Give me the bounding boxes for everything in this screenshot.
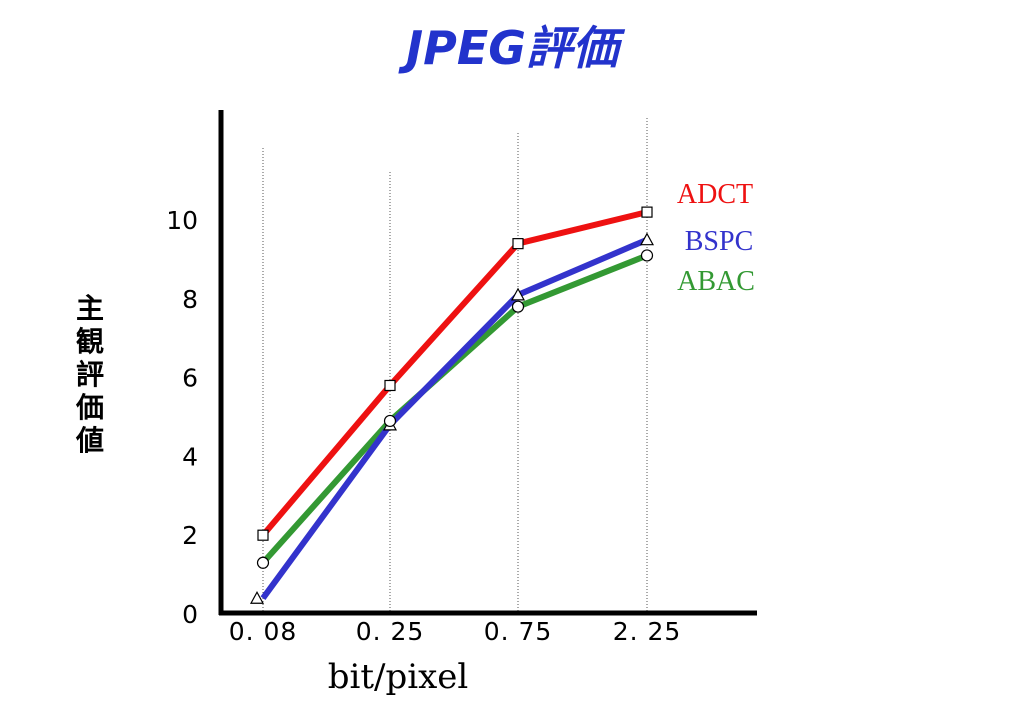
chart-title: JPEG評価 bbox=[398, 21, 626, 75]
data-point-bspc bbox=[510, 287, 526, 301]
x-tick-label: 0. 25 bbox=[356, 617, 425, 646]
x-tick-label: 0. 75 bbox=[484, 617, 553, 646]
series-markers bbox=[249, 206, 655, 604]
y-axis-label: 主観評価値 bbox=[75, 292, 104, 457]
x-tick-label: 0. 08 bbox=[229, 617, 298, 646]
data-point-bspc bbox=[639, 232, 655, 246]
y-tick-label: 10 bbox=[166, 206, 198, 235]
data-point-adct bbox=[257, 529, 269, 541]
data-point-abac bbox=[640, 249, 654, 262]
grid-lines bbox=[262, 118, 648, 611]
data-point-abac bbox=[383, 414, 397, 428]
legend-label-adct: ADCT bbox=[677, 179, 753, 210]
series-lines bbox=[260, 209, 649, 600]
legend-label-bspc: BSPC bbox=[685, 226, 754, 257]
data-point-abac bbox=[511, 300, 525, 313]
y-tick-label: 6 bbox=[182, 364, 198, 393]
x-axis-label: bit/pixel bbox=[328, 657, 469, 697]
y-tick-label: 2 bbox=[182, 521, 198, 550]
y-tick-label: 4 bbox=[182, 442, 198, 471]
data-point-adct bbox=[641, 206, 653, 218]
x-tick-label: 2. 25 bbox=[613, 617, 682, 646]
data-point-abac bbox=[256, 556, 270, 569]
y-tick-label: 0 bbox=[182, 600, 198, 629]
legend-label-abac: ABAC bbox=[677, 266, 755, 297]
data-point-bspc bbox=[249, 590, 265, 604]
data-point-adct bbox=[512, 238, 524, 250]
legend: ADCT BSPC ABAC bbox=[677, 179, 755, 297]
series-line-bspc bbox=[260, 236, 649, 600]
y-tick-labels: 0 2 4 6 8 10 bbox=[166, 206, 198, 629]
x-tick-labels: 0. 08 0. 25 0. 75 2. 25 bbox=[229, 617, 682, 646]
series-line-adct bbox=[260, 209, 648, 538]
y-tick-label: 8 bbox=[182, 285, 198, 314]
data-point-adct bbox=[384, 379, 396, 392]
